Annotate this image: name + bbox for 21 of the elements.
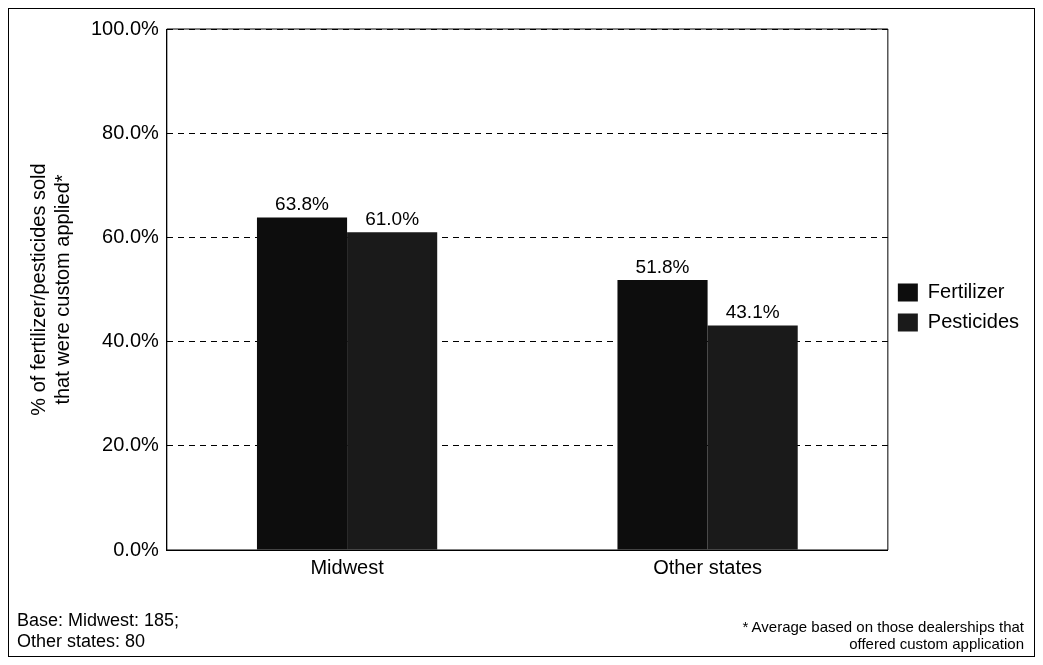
data-label: 43.1% <box>725 301 780 323</box>
x-tick-label: Midwest <box>310 555 385 578</box>
legend-label: Fertilizer <box>927 280 1005 303</box>
data-label: 61.0% <box>365 207 420 229</box>
y-tick-label: 100.0% <box>90 16 160 39</box>
bar <box>347 232 438 550</box>
y-axis-title: % of fertilizer/pesticides sold that were custom applied* <box>26 163 73 416</box>
bar <box>617 280 708 550</box>
data-label: 51.8% <box>635 255 690 277</box>
data-label: 63.8% <box>275 193 330 215</box>
y-tick-label: 40.0% <box>102 329 160 352</box>
bar <box>707 325 798 550</box>
y-tick-label: 20.0% <box>102 433 160 456</box>
y-tick-label: 60.0% <box>102 224 160 247</box>
legend-label: Pesticides <box>927 310 1019 333</box>
x-tick-label: Other states <box>653 555 763 578</box>
y-tick-label: 80.0% <box>102 120 160 143</box>
text: * Average based on those dealerships that offered custom application <box>742 618 1024 652</box>
text: Base: Midwest: 185; Other states: 80 <box>17 610 180 652</box>
bar <box>256 217 348 550</box>
y-tick-label: 0.0% <box>113 537 160 560</box>
